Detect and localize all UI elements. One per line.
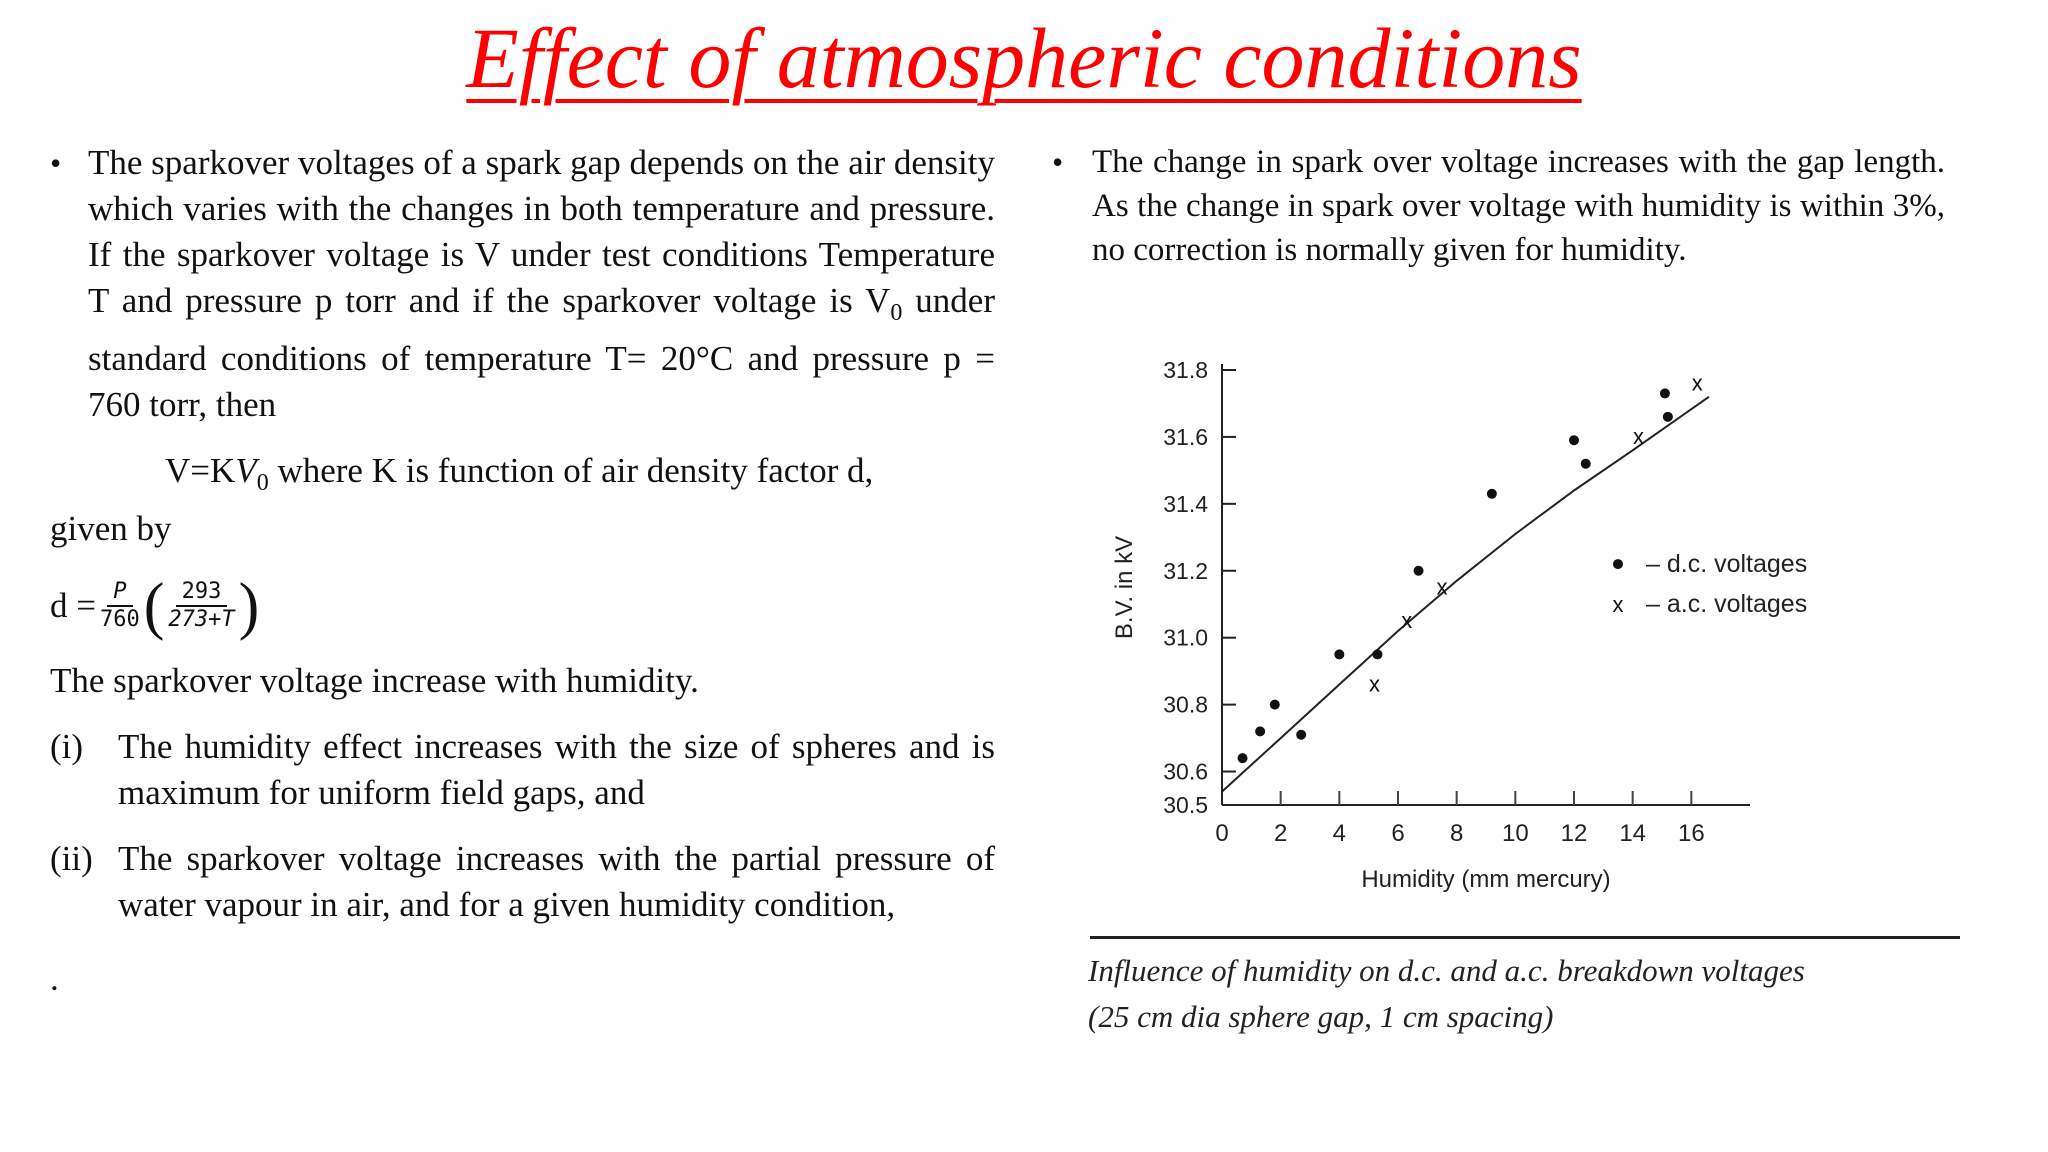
- x-axis-label: Humidity (mm mercury): [1361, 866, 1610, 893]
- dc-data-point: [1659, 388, 1670, 399]
- dc-data-point: [1662, 411, 1673, 422]
- list-item-text: The sparkover voltage increases with the…: [118, 839, 995, 924]
- x-tick-label: 10: [1502, 820, 1529, 847]
- y-tick-label: 31.0: [1163, 625, 1208, 651]
- y-tick-label: 31.6: [1163, 424, 1208, 450]
- fraction-temperature-den: 273+T: [168, 607, 235, 632]
- equation-var: V: [235, 451, 257, 490]
- equation-continuation: given by: [50, 509, 172, 548]
- caption-divider: [1090, 936, 1960, 939]
- figure-caption: Influence of humidity on d.c. and a.c. b…: [1088, 948, 1968, 1040]
- slide-title: Effect of atmospheric conditions: [466, 10, 1582, 106]
- paren-close: ): [238, 570, 260, 642]
- y-tick-label: 31.2: [1163, 558, 1208, 584]
- y-tick-label: 30.6: [1163, 759, 1208, 785]
- caption-line-1: Influence of humidity on d.c. and a.c. b…: [1088, 953, 1805, 988]
- ac-data-point: x: [1401, 608, 1412, 633]
- right-column: • The change in spark over voltage incre…: [1052, 140, 1945, 272]
- fraction-pressure-num: P: [107, 579, 133, 607]
- legend-dc-label: – d.c. voltages: [1646, 550, 1807, 578]
- dc-data-point: [1413, 565, 1424, 576]
- dc-data-point: [1255, 726, 1266, 737]
- dc-data-point: [1269, 699, 1280, 710]
- ac-data-point: x: [1369, 672, 1380, 697]
- fraction-pressure-den: 760: [100, 607, 140, 632]
- list-item-marker: (i): [50, 727, 84, 766]
- trailing-period: .: [50, 959, 59, 998]
- dc-data-point: [1296, 729, 1307, 740]
- y-tick-label: 31.4: [1163, 491, 1208, 517]
- legend-ac-label: – a.c. voltages: [1646, 590, 1807, 618]
- bullet-air-density: • The sparkover voltages of a spark gap …: [50, 140, 995, 428]
- x-tick-label: 4: [1333, 820, 1346, 847]
- v0-subscript: 0: [890, 300, 903, 326]
- x-tick-label: 12: [1561, 820, 1588, 847]
- dc-data-point: [1237, 753, 1248, 764]
- density-formula: d = P 760 ( 293 273+T ): [50, 570, 995, 642]
- fraction-pressure: P 760: [100, 579, 140, 633]
- para-gap-length: The change in spark over voltage increas…: [1092, 144, 1945, 268]
- x-tick-label: 8: [1450, 820, 1463, 847]
- caption-line-2: (25 cm dia sphere gap, 1 cm spacing): [1088, 999, 1554, 1034]
- y-tick-label: 31.8: [1163, 357, 1208, 383]
- bullet-glyph: •: [1052, 144, 1064, 180]
- list-item-text: The humidity effect increases with the s…: [118, 727, 995, 812]
- list-item: (i) The humidity effect increases with t…: [50, 724, 995, 816]
- ac-data-point: x: [1692, 370, 1703, 395]
- humidity-statement: The sparkover voltage increase with humi…: [50, 661, 699, 700]
- x-tick-label: 6: [1391, 820, 1404, 847]
- y-tick-label: 30.5: [1163, 792, 1208, 818]
- fraction-temperature: 293 273+T: [168, 579, 234, 633]
- x-tick-label: 14: [1619, 820, 1646, 847]
- list-item-marker: (ii): [50, 839, 93, 878]
- legend-dc-marker: [1613, 559, 1623, 570]
- para-air-density-tail: under standard conditions of temperature…: [88, 281, 995, 424]
- ac-data-point: x: [1437, 575, 1448, 600]
- fraction-temperature-num: 293: [175, 579, 228, 607]
- bullet-glyph: •: [50, 145, 62, 181]
- equation-text: where K is function of air density facto…: [268, 451, 874, 490]
- equation-subscript: 0: [256, 470, 269, 496]
- legend-ac-marker: x: [1613, 592, 1624, 617]
- ac-data-point: x: [1633, 424, 1644, 449]
- dc-data-point: [1372, 649, 1383, 660]
- x-tick-label: 0: [1215, 820, 1228, 847]
- y-tick-label: 30.8: [1163, 692, 1208, 718]
- dc-data-point: [1580, 458, 1591, 469]
- trend-line: [1221, 395, 1710, 793]
- left-column: • The sparkover voltages of a spark gap …: [50, 140, 995, 1002]
- dc-data-point: [1486, 488, 1497, 499]
- humidity-chart: 30.5 30.6 30.8 31.0 31.2 31.4 31.6 31.8 0 2 4 6 8 10 1…: [1090, 340, 1980, 900]
- bullet-gap-length: • The change in spark over voltage incre…: [1052, 140, 1945, 272]
- dc-data-point: [1334, 649, 1345, 660]
- formula-lhs: d =: [50, 586, 96, 625]
- paren-open: (: [143, 570, 165, 642]
- chart-svg: 30.5 30.6 30.8 31.0 31.2 31.4 31.6 31.8 0 2 4 6 8 10 1…: [1111, 357, 1807, 893]
- para-air-density: The sparkover voltages of a spark gap de…: [88, 143, 995, 320]
- dc-data-point: [1569, 435, 1579, 446]
- list-item: (ii) The sparkover voltage increases wit…: [50, 836, 995, 928]
- equation-lhs: V=K: [165, 451, 236, 490]
- equation-line: V=KV0 where K is function of air density…: [50, 448, 995, 506]
- x-tick-label: 16: [1678, 820, 1705, 847]
- x-tick-label: 2: [1274, 820, 1287, 847]
- y-axis-label: B.V. in kV: [1111, 536, 1138, 639]
